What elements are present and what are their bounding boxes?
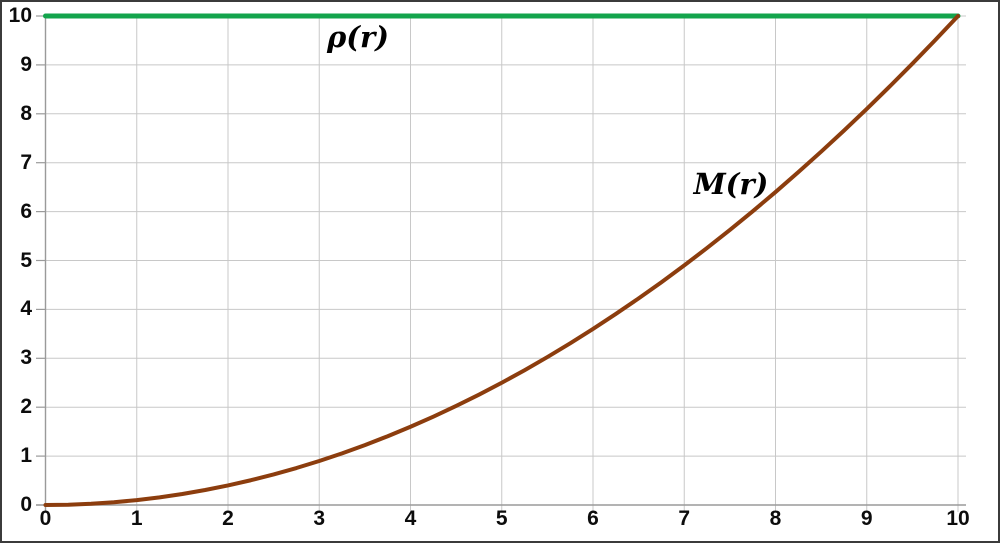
series-label-rho: ρ(r) bbox=[326, 20, 390, 54]
y-tick-label: 8 bbox=[20, 101, 32, 125]
x-tick-label: 9 bbox=[860, 507, 873, 530]
y-tick-label: 6 bbox=[20, 199, 32, 223]
x-tick-label: 2 bbox=[222, 507, 234, 530]
y-tick-label: 2 bbox=[20, 395, 32, 419]
y-tick-label: 10 bbox=[8, 4, 32, 27]
x-tick-label: 8 bbox=[769, 507, 782, 530]
y-tick-label: 3 bbox=[20, 346, 32, 370]
y-tick-label: 4 bbox=[20, 297, 32, 321]
x-tick-label: 7 bbox=[678, 507, 691, 530]
y-tick-label: 0 bbox=[20, 493, 32, 516]
x-tick-label: 3 bbox=[313, 507, 326, 530]
y-tick-label: 5 bbox=[20, 248, 32, 272]
series-line-M bbox=[43, 14, 960, 507]
y-tick-label: 7 bbox=[20, 150, 32, 174]
x-tick-label: 10 bbox=[946, 507, 970, 530]
y-tick-label: 1 bbox=[20, 444, 32, 468]
x-tick-label: 0 bbox=[39, 507, 52, 530]
x-tick-label: 4 bbox=[404, 507, 417, 530]
y-tick-label: 9 bbox=[20, 52, 32, 76]
series-label-m: M(r) bbox=[693, 167, 769, 201]
x-tick-label: 1 bbox=[130, 507, 143, 530]
x-tick-label: 5 bbox=[495, 507, 508, 530]
x-tick-label: 6 bbox=[587, 507, 599, 530]
